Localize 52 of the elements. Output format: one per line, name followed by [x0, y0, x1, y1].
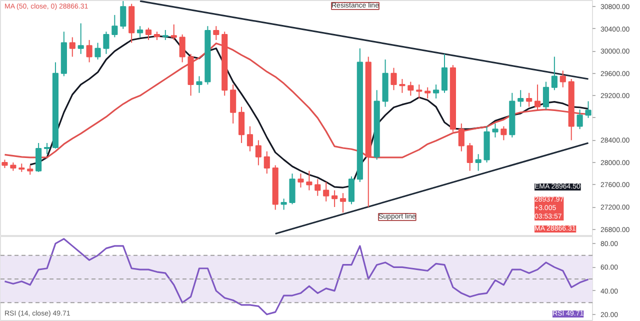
candlestick — [560, 70, 566, 88]
candlestick — [332, 190, 338, 208]
candlestick — [399, 78, 406, 94]
candlestick — [246, 126, 254, 152]
candlestick — [280, 198, 287, 210]
candlestick — [179, 34, 186, 63]
candlestick — [264, 150, 270, 174]
candlestick — [78, 22, 84, 54]
candlestick — [576, 109, 583, 130]
candlestick — [585, 100, 592, 118]
candlestick — [298, 173, 304, 188]
candlestick — [27, 164, 34, 176]
candlestick — [492, 123, 498, 138]
candlestick — [526, 92, 532, 108]
candlestick — [94, 42, 101, 60]
candlestick — [44, 142, 50, 155]
candlestick — [534, 84, 541, 110]
candlestick — [145, 27, 152, 41]
candlestick — [196, 76, 202, 94]
candlestick — [255, 140, 262, 166]
candlestick — [213, 26, 220, 41]
candlestick — [36, 142, 42, 172]
line-series — [4, 238, 590, 316]
candlestick — [103, 31, 110, 54]
candlestick — [170, 24, 177, 41]
candlestick — [289, 173, 296, 205]
candlestick — [433, 84, 440, 99]
candlestick — [314, 178, 321, 196]
candlestick — [230, 84, 236, 124]
candlestick — [348, 176, 355, 205]
candlestick — [390, 67, 397, 91]
candlestick — [120, 0, 126, 30]
candlestick — [137, 26, 144, 38]
candlestick — [424, 86, 431, 99]
candlestick — [458, 123, 464, 152]
candlestick — [542, 81, 550, 110]
candlestick — [475, 154, 482, 172]
candlestick — [518, 90, 524, 108]
candlestick — [306, 170, 312, 191]
candlestick — [408, 81, 414, 96]
candlestick — [69, 36, 76, 58]
candlestick — [551, 56, 558, 91]
candlestick — [416, 84, 422, 99]
candlestick — [86, 40, 92, 63]
candlestick — [500, 126, 507, 141]
candlestick — [162, 30, 168, 41]
candlestick — [112, 14, 118, 38]
candlestick — [340, 192, 346, 214]
candlestick — [323, 181, 330, 202]
candlestick — [238, 106, 245, 144]
candlestick — [441, 53, 448, 94]
candlestick — [466, 142, 473, 172]
